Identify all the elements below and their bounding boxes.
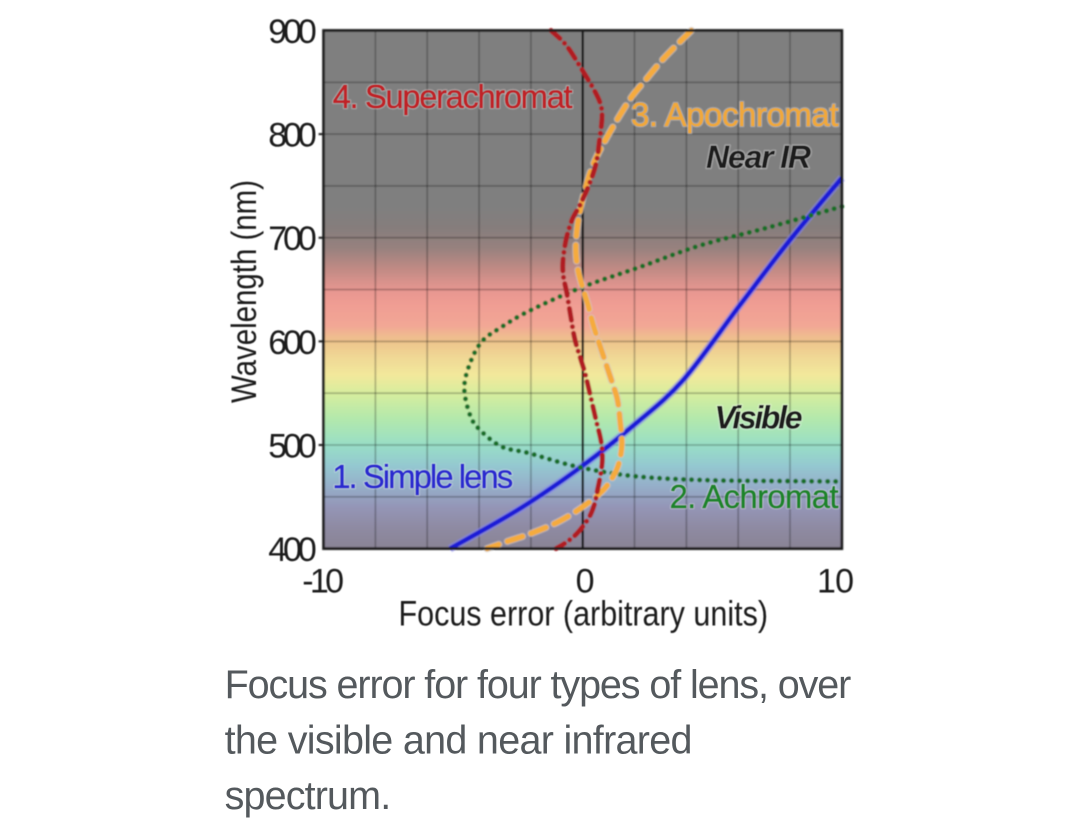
svg-text:2. Achromat: 2. Achromat bbox=[670, 478, 839, 515]
svg-text:the visible and near infrared: the visible and near infrared bbox=[225, 718, 693, 762]
svg-text:3. Apochromat: 3. Apochromat bbox=[631, 96, 839, 133]
svg-text:600: 600 bbox=[268, 324, 317, 362]
svg-text:Focus error for four types of: Focus error for four types of lens, over bbox=[225, 663, 852, 707]
svg-text:0: 0 bbox=[576, 562, 595, 600]
svg-text:1. Simple lens: 1. Simple lens bbox=[332, 458, 513, 495]
svg-text:900: 900 bbox=[268, 13, 317, 51]
svg-text:4. Superachromat: 4. Superachromat bbox=[333, 78, 573, 115]
svg-text:spectrum.: spectrum. bbox=[225, 774, 392, 818]
svg-text:4. Superachromat: 4. Superachromat bbox=[333, 78, 573, 115]
svg-text:700: 700 bbox=[268, 220, 317, 258]
svg-text:400: 400 bbox=[268, 531, 317, 569]
svg-text:3. Apochromat: 3. Apochromat bbox=[631, 96, 839, 133]
svg-text:Visible: Visible bbox=[715, 400, 803, 436]
svg-text:Near IR: Near IR bbox=[706, 139, 811, 175]
svg-text:1. Simple lens: 1. Simple lens bbox=[332, 458, 513, 495]
svg-text:Near IR: Near IR bbox=[706, 139, 811, 175]
svg-text:Focus error (arbitrary units): Focus error (arbitrary units) bbox=[399, 594, 769, 634]
svg-text:Wavelength (nm): Wavelength (nm) bbox=[225, 180, 264, 403]
svg-text:800: 800 bbox=[268, 116, 317, 154]
svg-text:500: 500 bbox=[268, 428, 317, 466]
svg-text:2. Achromat: 2. Achromat bbox=[670, 478, 839, 515]
svg-text:10: 10 bbox=[817, 562, 854, 600]
svg-text:-10: -10 bbox=[302, 562, 344, 600]
svg-text:Visible: Visible bbox=[715, 400, 803, 436]
